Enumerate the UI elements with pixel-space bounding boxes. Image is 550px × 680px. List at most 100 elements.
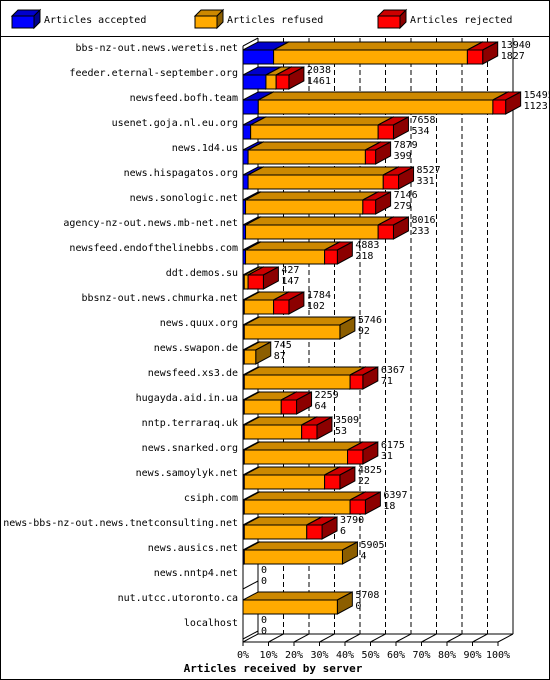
bar-top-refused: [273, 41, 483, 51]
bar-top-refused: [245, 216, 394, 226]
value-label-rejected: 233: [411, 226, 429, 237]
value-label-rejected: 6: [340, 526, 346, 537]
category-label: news.hispagatos.org: [124, 168, 238, 179]
bar-top-refused: [245, 191, 379, 201]
value-label-refused: 7658: [411, 115, 435, 126]
floor-line: [319, 633, 335, 643]
row-floor: [242, 580, 259, 590]
x-tick-label: 100%: [486, 650, 510, 661]
value-label-rejected: 534: [411, 126, 429, 137]
bar-top-refused: [247, 166, 399, 176]
category-label: newsfeed.xs3.de: [148, 368, 238, 379]
x-tick-label: 50%: [361, 650, 379, 661]
bar-rejected: [324, 249, 338, 265]
category-label: usenet.goja.nl.eu.org: [112, 118, 238, 129]
value-label-rejected: 279: [394, 201, 412, 212]
value-label-refused: 6367: [381, 365, 405, 376]
value-label-refused: 0: [261, 565, 267, 576]
bar-top-refused: [244, 491, 366, 501]
value-label-refused: 3509: [335, 415, 359, 426]
category-label: bbsnz-out.news.chmurka.net: [81, 293, 238, 304]
bar-rejected: [301, 424, 318, 440]
bar-refused: [265, 74, 277, 90]
value-label-rejected: 1461: [307, 76, 331, 87]
bar-accepted: [242, 174, 249, 190]
bar-top-refused: [244, 541, 358, 551]
category-label: hugayda.aid.in.ua: [136, 393, 238, 404]
value-label-rejected: 53: [335, 426, 347, 437]
bar-refused: [243, 549, 343, 565]
floor-line: [242, 633, 259, 643]
category-label: news.sonologic.net: [130, 193, 238, 204]
value-label-refused: 8527: [417, 165, 441, 176]
category-label: news-bbs-nz-out.news.tnetconsulting.net: [3, 518, 238, 529]
bar-top-refused: [244, 316, 356, 326]
x-tick-label: 20%: [285, 650, 303, 661]
bar-refused: [242, 599, 338, 615]
value-label-rejected: 71: [381, 376, 393, 387]
value-label-refused: 6397: [383, 490, 407, 501]
value-label-rejected: 87: [274, 351, 286, 362]
floor-line: [293, 633, 310, 643]
floor-line: [395, 633, 412, 643]
bar-refused: [243, 349, 257, 365]
bar-top-refused: [244, 441, 363, 451]
bar-refused: [247, 174, 384, 190]
bar-top-refused: [247, 141, 381, 151]
bar-refused: [250, 124, 379, 140]
category-label: news.nntp4.net: [154, 568, 238, 579]
value-label-refused: 8016: [411, 215, 435, 226]
category-label: news.samoylyk.net: [136, 468, 238, 479]
category-label: agency-nz-out.news.mb-net.net: [63, 218, 238, 229]
bar-accepted: [242, 74, 267, 90]
value-label-refused: 5746: [358, 315, 382, 326]
x-tick-label: 40%: [336, 650, 354, 661]
x-tick-label: 80%: [438, 650, 456, 661]
value-label-refused: 7879: [394, 140, 418, 151]
value-label-rejected: 102: [307, 301, 325, 312]
value-label-rejected: 92: [358, 326, 370, 337]
bar-rejected: [382, 174, 400, 190]
value-label-refused: 4825: [358, 465, 382, 476]
value-label-rejected: 0: [261, 576, 267, 587]
bar-refused: [243, 374, 351, 390]
bar-rejected: [377, 124, 394, 140]
category-label: news.quux.org: [160, 318, 238, 329]
value-label-refused: 13940: [501, 40, 531, 51]
category-label: csiph.com: [184, 493, 238, 504]
value-label-refused: 3790: [340, 515, 364, 526]
value-label-rejected: 64: [315, 401, 327, 412]
bar-refused: [243, 474, 326, 490]
bar-rejected: [466, 49, 484, 65]
value-label-rejected: 0: [355, 601, 361, 612]
value-label-refused: 427: [281, 265, 299, 276]
category-label: nntp.terraraq.uk: [142, 418, 238, 429]
category-label: bbs-nz-out.news.weretis.net: [75, 43, 238, 54]
legend-label: Articles refused: [227, 15, 323, 26]
value-label-refused: 15495: [524, 90, 550, 101]
bar-rejected: [349, 499, 366, 515]
value-label-rejected: 18: [383, 501, 395, 512]
y-axis-top: [242, 37, 259, 47]
bar-refused: [247, 149, 366, 165]
category-label: news.snarked.org: [142, 443, 238, 454]
bar-rejected: [306, 524, 323, 540]
x-tick-label: 70%: [412, 650, 430, 661]
category-label: nut.utcc.utoronto.ca: [118, 593, 238, 604]
value-label-rejected: 1123: [524, 101, 548, 112]
bar-rejected: [324, 474, 341, 490]
bar-refused: [243, 324, 341, 340]
value-label-refused: 5905: [360, 540, 384, 551]
category-label: news.ausics.net: [148, 543, 238, 554]
bar-top-refused: [258, 91, 509, 101]
value-label-rejected: 0: [261, 626, 267, 637]
bar-top-refused: [244, 466, 340, 476]
value-label-refused: 2038: [307, 65, 331, 76]
bar-top-refused: [250, 116, 394, 126]
legend-label: Articles accepted: [44, 15, 146, 26]
value-label-refused: 2259: [315, 390, 339, 401]
floor-line: [268, 633, 284, 643]
category-label: localhost: [184, 618, 238, 629]
bar-top-refused: [245, 241, 340, 251]
value-label-refused: 4883: [355, 240, 379, 251]
